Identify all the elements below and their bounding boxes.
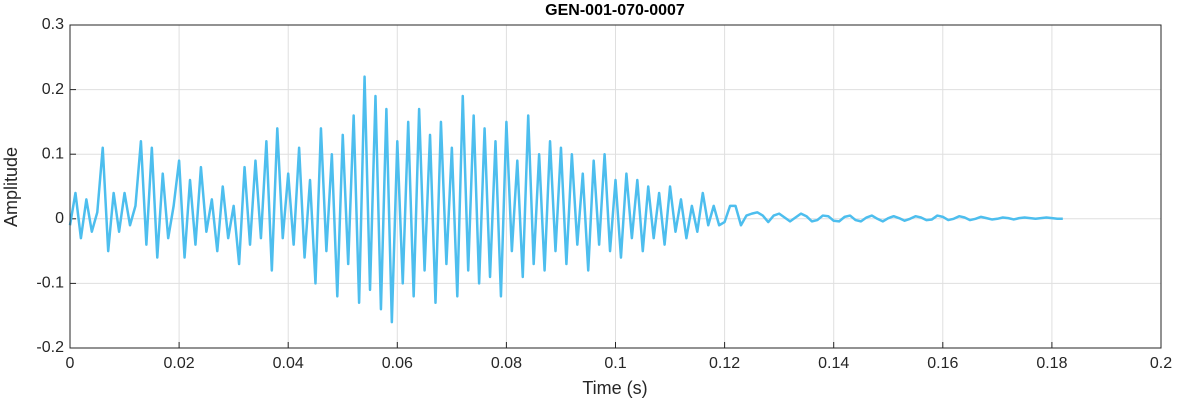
x-tick-label: 0.16 (927, 355, 958, 372)
y-tick-label: -0.2 (36, 339, 64, 356)
x-tick-label: 0.08 (491, 355, 522, 372)
x-tick-label: 0.06 (382, 355, 413, 372)
x-tick-label: 0.2 (1150, 355, 1172, 372)
x-tick-label: 0.02 (164, 355, 195, 372)
y-tick-label: -0.1 (36, 275, 64, 292)
x-tick-label: 0.18 (1036, 355, 1067, 372)
x-tick-label: 0.12 (709, 355, 740, 372)
y-tick-label: 0 (55, 210, 64, 227)
chart-title: GEN-001-070-0007 (545, 2, 685, 19)
plot-frame (69, 24, 1162, 349)
y-tick-label: 0.2 (42, 81, 64, 98)
x-tick-label: 0 (66, 355, 75, 372)
y-axis-label: Amplitude (1, 147, 21, 227)
waveform-line (68, 75, 1063, 324)
y-tick-label: 0.3 (42, 16, 64, 33)
x-tick-label: 0.14 (818, 355, 849, 372)
y-tick-label: 0.1 (42, 145, 64, 162)
x-axis-label: Time (s) (582, 378, 647, 398)
x-tick-label: 0.04 (273, 355, 304, 372)
x-tick-label: 0.1 (604, 355, 626, 372)
